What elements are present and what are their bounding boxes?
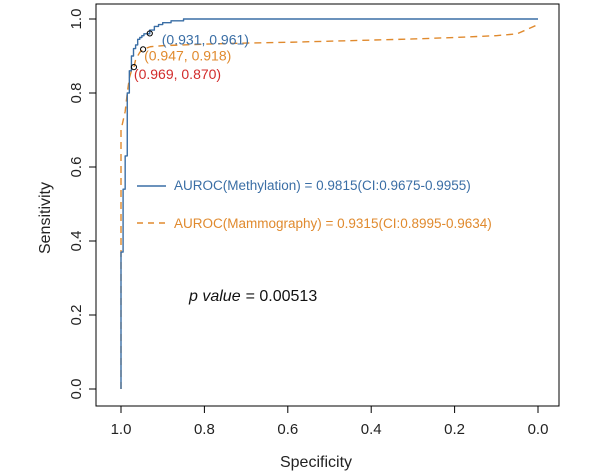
x-tick-label: 0.8 [194,421,215,438]
p-value-label: p value [188,288,241,305]
series-layer [120,18,539,389]
x-tick-label: 0.6 [277,421,298,438]
annotation-label: (0.947, 0.918) [144,47,231,63]
legend: AUROC(Methylation) = 0.9815(CI:0.9675-0.… [137,178,492,231]
y-tick-label: 0.0 [68,379,85,400]
annotation-label: (0.931, 0.961) [162,31,249,47]
x-tick-label: 0.4 [361,421,382,438]
y-tick-label: 0.2 [68,305,85,326]
y-tick-label: 1.0 [68,9,85,30]
roc-curve-mammography [120,23,539,389]
p-value-number: = 0.00513 [246,288,318,305]
annotation-label: (0.969, 0.870) [134,66,221,82]
plot-frame [95,3,560,407]
roc-curve-methylation [120,18,538,389]
legend-label-mammography: AUROC(Mammography) = 0.9315(CI:0.8995-0.… [174,216,492,231]
x-tick-label: 1.0 [111,421,132,438]
x-axis-title: Specificity [280,454,352,471]
annotation-marker [140,46,147,53]
y-tick-label: 0.6 [68,157,85,178]
x-tick-label: 0.0 [528,421,549,438]
annotation-marker [130,64,138,71]
y-axis-ticks: 0.0 0.2 0.4 0.6 0.8 1.0 [68,9,96,400]
y-tick-label: 0.8 [68,83,85,104]
x-tick-label: 0.2 [444,421,465,438]
y-tick-label: 0.4 [68,231,85,252]
annotation-layer: (0.931, 0.961)(0.947, 0.918) (0.969, 0.87… [130,30,249,82]
x-axis-ticks: 1.0 0.8 0.6 0.4 0.2 0.0 [111,406,549,438]
y-axis-title: Sensitivity [37,182,54,254]
p-value-text: p value = 0.00513 [188,288,317,305]
annotation-marker [146,30,153,37]
legend-label-methylation: AUROC(Methylation) = 0.9815(CI:0.9675-0.… [174,178,471,193]
